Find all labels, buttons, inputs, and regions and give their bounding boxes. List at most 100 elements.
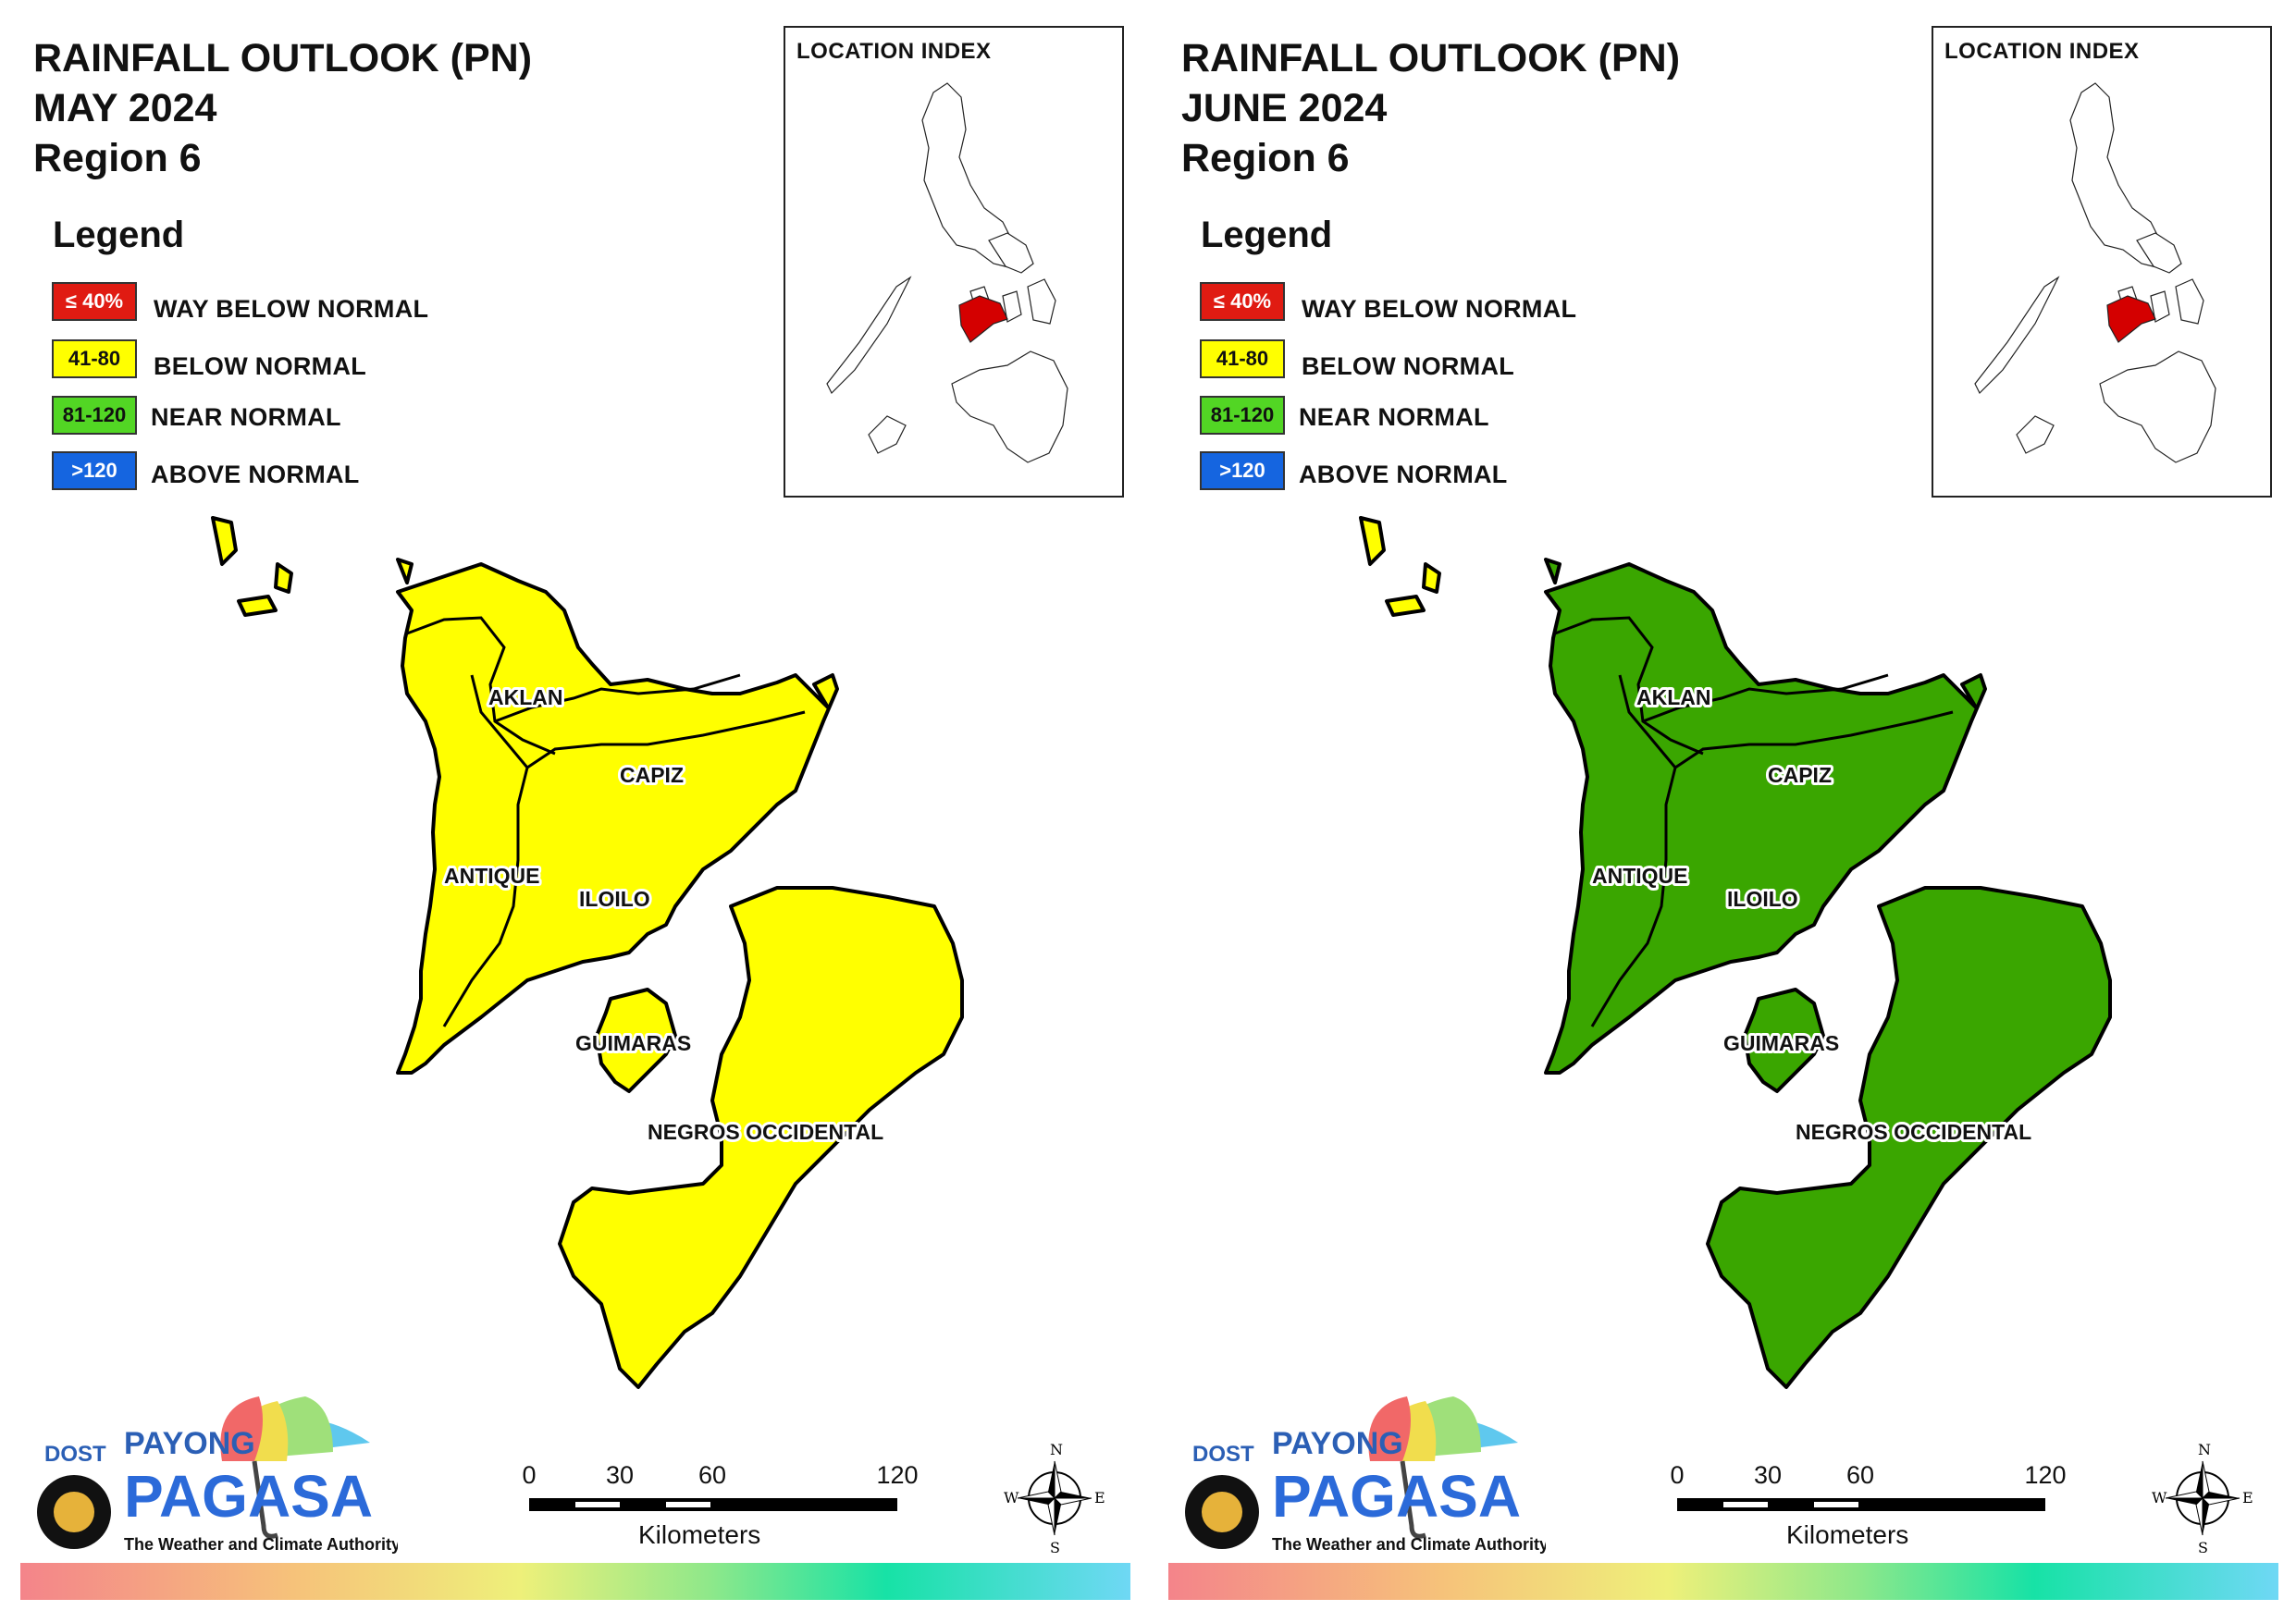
compass-s: S [1050,1539,1060,1556]
outlook-panel-may: RAINFALL OUTLOOK (PN) MAY 2024 Region 6 … [20,26,1130,1600]
legend-swatch: >120 [52,451,137,490]
island-small [1422,562,1441,594]
scale-bar: 0 30 60 120 Kilometers [518,1461,944,1563]
region-map: AKLAN CAPIZ ANTIQUE ILOILO GUIMARAS NEGR… [211,516,964,1389]
region-6-highlight [2106,295,2156,343]
scale-tick-60: 60 [1845,1461,1875,1489]
compass-n: N [1050,1441,1063,1458]
guimaras-island [1743,988,1825,1093]
legend-swatch: 81-120 [1200,396,1285,435]
label-guimaras: GUIMARAS [1723,1031,1839,1055]
label-capiz: CAPIZ [1768,763,1832,787]
logo-payong: PAYONG [124,1426,255,1461]
island-small [1359,516,1386,566]
legend-label: WAY BELOW NORMAL [1302,295,1577,323]
province-shapes [1359,516,2112,1389]
province-boundaries [1554,616,1954,1027]
legend-label: NEAR NORMAL [1299,403,1489,431]
compass-s: S [2198,1539,2208,1556]
legend-swatch: 41-80 [1200,339,1285,378]
logo-tagline: The Weather and Climate Authority [1272,1535,1546,1554]
legend-swatch: 41-80 [52,339,137,378]
logo-tagline: The Weather and Climate Authority [124,1535,398,1554]
philippines-inset-map [826,82,1068,463]
province-labels: AKLAN CAPIZ ANTIQUE ILOILO GUIMARAS NEGR… [441,682,886,1147]
title-line-1: RAINFALL OUTLOOK (PN) [33,36,533,80]
title-line-2: JUNE 2024 [1181,86,1388,130]
panel-title: RAINFALL OUTLOOK (PN) MAY 2024 Region 6 [33,33,532,183]
location-index-title: LOCATION INDEX [1944,39,2140,64]
region-map: AKLAN CAPIZ ANTIQUE ILOILO GUIMARAS NEGR… [1359,516,2112,1389]
title-line-2: MAY 2024 [33,86,217,130]
legend-swatch: 81-120 [52,396,137,435]
province-boundaries [406,616,806,1027]
pagasa-logo: DOST PAYONG PAGASA The Weather and Clima… [37,1396,398,1554]
title-line-3: Region 6 [33,136,202,180]
island-small [274,562,293,594]
legend-swatch: ≤ 40% [52,282,137,321]
scale-bar-graphic [1677,1498,2045,1511]
compass-rose-icon: N S E W [1004,1441,1105,1556]
gradient-footer-bar [20,1563,1130,1600]
location-index-inset: LOCATION INDEX [784,26,1124,498]
label-antique: ANTIQUE [1592,864,1688,888]
legend-title: Legend [1201,215,1333,255]
legend-title: Legend [53,215,185,255]
legend-label: BELOW NORMAL [1302,352,1515,380]
scale-tick-0: 0 [1670,1461,1685,1489]
island-small [1544,558,1562,584]
province-shapes [211,516,964,1389]
legend-swatch: >120 [1200,451,1285,490]
negros-occidental-shape [558,886,964,1389]
scale-tick-30: 30 [605,1461,635,1489]
island-small [1385,595,1426,617]
pagasa-logo: DOST PAYONG PAGASA The Weather and Clima… [1185,1396,1546,1554]
legend-label: ABOVE NORMAL [1299,461,1508,488]
label-iloilo: ILOILO [1727,887,1798,911]
location-index-inset: LOCATION INDEX [1932,26,2272,498]
label-iloilo: ILOILO [579,887,650,911]
compass-e: E [1094,1489,1105,1506]
logo-dost: DOST [1192,1442,1254,1467]
compass-w: W [2152,1489,2167,1506]
scale-tick-120: 120 [876,1461,919,1489]
legend-label: WAY BELOW NORMAL [154,295,429,323]
title-line-1: RAINFALL OUTLOOK (PN) [1181,36,1681,80]
region-6-highlight [958,295,1008,343]
title-line-3: Region 6 [1181,136,1350,180]
compass-n: N [2198,1441,2211,1458]
location-index-title: LOCATION INDEX [796,39,992,64]
legend-swatch: ≤ 40% [1200,282,1285,321]
scale-bar: 0 30 60 120 Kilometers [1666,1461,2092,1563]
guimaras-island [595,988,677,1093]
scale-unit: Kilometers [1786,1520,1909,1549]
logo-pagasa: PAGASA [124,1463,373,1530]
label-aklan: AKLAN [488,685,563,709]
label-antique: ANTIQUE [444,864,540,888]
island-small [396,558,414,584]
label-guimaras: GUIMARAS [575,1031,691,1055]
legend-label: ABOVE NORMAL [151,461,360,488]
negros-occidental-shape [1706,886,2112,1389]
gradient-footer-bar [1168,1563,2278,1600]
island-small [211,516,238,566]
compass-e: E [2242,1489,2253,1506]
logo-dost: DOST [44,1442,106,1467]
panel-title: RAINFALL OUTLOOK (PN) JUNE 2024 Region 6 [1181,33,1680,183]
philippines-inset-map [1974,82,2216,463]
island-small [237,595,278,617]
scale-tick-120: 120 [2024,1461,2067,1489]
label-negros-occidental: NEGROS OCCIDENTAL [648,1120,883,1144]
compass-w: W [1004,1489,1019,1506]
scale-tick-60: 60 [697,1461,727,1489]
scale-tick-30: 30 [1753,1461,1783,1489]
compass-rose-icon: N S E W [2152,1441,2253,1556]
logo-pagasa: PAGASA [1272,1463,1521,1530]
scale-tick-0: 0 [522,1461,537,1489]
legend-label: BELOW NORMAL [154,352,367,380]
logo-payong: PAYONG [1272,1426,1403,1461]
outlook-panel-june: RAINFALL OUTLOOK (PN) JUNE 2024 Region 6… [1148,0,2296,1623]
label-aklan: AKLAN [1636,685,1711,709]
province-labels: AKLAN CAPIZ ANTIQUE ILOILO GUIMARAS NEGR… [1589,682,2034,1147]
label-negros-occidental: NEGROS OCCIDENTAL [1796,1120,2031,1144]
